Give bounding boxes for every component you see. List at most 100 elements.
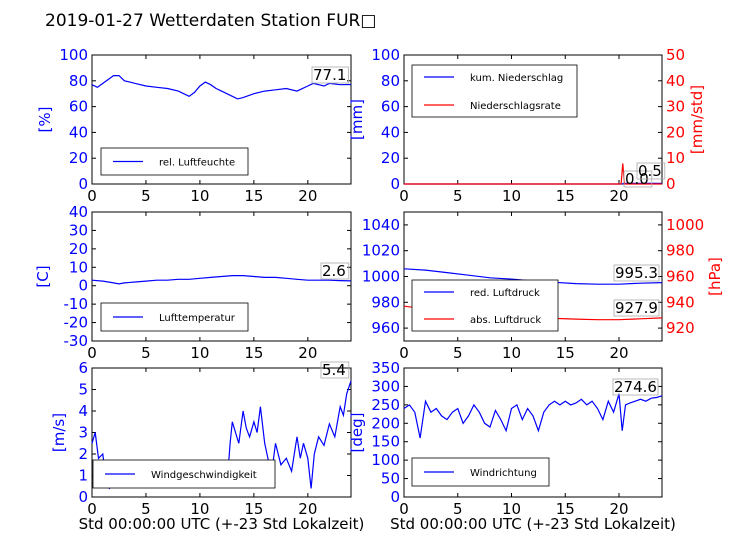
y-tick-label: 6	[78, 359, 88, 377]
value-annotation: 274.6	[614, 378, 657, 396]
y-tick-label: 0	[390, 488, 400, 506]
y-axis-label: [C]	[34, 265, 52, 287]
y-axis-label: [mm]	[348, 99, 366, 140]
y-axis-label: [%]	[36, 107, 54, 133]
annotation-box	[612, 378, 659, 396]
y-tick-label: 5	[78, 381, 88, 399]
x-tick-label: 0	[87, 500, 97, 518]
x-tick-label: 20	[609, 344, 628, 362]
y-tick-label: 1020	[362, 242, 400, 260]
legend-label: Windrichtung	[470, 468, 537, 479]
y-tick-label: 100	[371, 46, 400, 64]
y-tick-label: 1000	[362, 268, 400, 286]
y-tick-label: 4	[78, 402, 88, 420]
y-tick-label: 0	[78, 488, 88, 506]
y-tick-label: 0	[390, 175, 400, 193]
legend-label: Windgeschwindigkeit	[151, 470, 257, 481]
y-right-tick-label: 0	[666, 175, 676, 193]
y-right-tick-label: 20	[666, 123, 685, 141]
x-tick-label: 0	[399, 344, 409, 362]
series-line-1	[91, 74, 352, 100]
legend-label: red. Luftdruck	[470, 288, 540, 299]
legend-label: abs. Luftdruck	[470, 315, 541, 326]
y-tick-label: 100	[59, 46, 88, 64]
y-tick-label: 0	[78, 277, 88, 295]
value-annotation: 2.6	[322, 262, 346, 280]
y-tick-label: -30	[64, 332, 89, 350]
x-tick-label: 0	[87, 187, 97, 205]
y-tick-label: 150	[371, 433, 400, 451]
y-axis-label: [m/s]	[50, 413, 68, 452]
x-tick-label: 15	[556, 344, 575, 362]
y-tick-label: 40	[69, 123, 88, 141]
chart-panel-2: 0 5 10 15 20 0 20 40 60 80 100 0 10 20 30 40 50 [mm] [mm/s…	[348, 46, 706, 205]
y-tick-label: 60	[381, 98, 400, 116]
x-tick-label: 20	[298, 187, 317, 205]
series-line-1	[91, 275, 352, 285]
chart-panel-1: 0 5 10 15 20 0 20 40 60 80 100 [%] rel. Luftfeuchte 7…	[36, 46, 352, 205]
x-tick-label: 10	[190, 344, 209, 362]
legend-label: rel. Luftfeuchte	[159, 158, 235, 169]
x-tick-label: 5	[141, 187, 151, 205]
x-tick-label: 20	[609, 187, 628, 205]
y-right-tick-label: 960	[666, 268, 695, 286]
y-tick-label: 40	[69, 203, 88, 221]
y-right-axis-label: [mm/std]	[688, 85, 706, 154]
x-tick-label: 5	[453, 344, 463, 362]
y-axis-label: [deg]	[348, 413, 366, 453]
legend-label: kum. Niederschlag	[470, 73, 563, 84]
annotation-box	[311, 66, 349, 84]
y-tick-label: -10	[64, 295, 89, 313]
y-right-tick-label: 980	[666, 242, 695, 260]
y-tick-label: 20	[69, 240, 88, 258]
plot-frame	[91, 54, 352, 185]
plot-frame	[403, 367, 663, 498]
value-annotation: 927.9	[615, 299, 658, 317]
y-tick-label: 960	[371, 319, 400, 337]
y-tick-label: 20	[381, 149, 400, 167]
y-tick-label: 0	[78, 175, 88, 193]
y-right-tick-label: 920	[666, 319, 695, 337]
y-right-tick-label: 940	[666, 293, 695, 311]
series-line-2	[404, 163, 662, 185]
value-annotation: 77.1	[313, 66, 346, 84]
x-axis-label: Std 00:00:00 UTC (+-23 Std Lokalzeit)	[79, 515, 365, 533]
x-tick-label: 15	[556, 187, 575, 205]
legend-label: Niederschlagsrate	[470, 101, 561, 112]
plot-frame	[91, 211, 352, 342]
x-tick-label: 10	[502, 500, 521, 518]
value-annotation: 5.4	[322, 361, 346, 379]
y-right-tick-label: 10	[666, 149, 685, 167]
x-tick-label: 10	[502, 344, 521, 362]
annotation-box	[320, 361, 350, 379]
figure-title: 2019-01-27 Wetterdaten Station FUR□	[45, 11, 376, 31]
y-tick-label: 200	[371, 414, 400, 432]
y-tick-label: 60	[69, 98, 88, 116]
legend-box	[411, 279, 559, 332]
y-tick-label: 80	[381, 72, 400, 90]
x-tick-label: 0	[399, 500, 409, 518]
y-tick-label: 40	[381, 123, 400, 141]
x-tick-label: 15	[244, 187, 263, 205]
x-tick-label: 20	[298, 500, 317, 518]
y-right-axis-label: [hPa]	[706, 257, 724, 296]
annotation-box	[613, 264, 660, 282]
y-tick-label: 30	[69, 221, 88, 239]
x-tick-label: 5	[141, 344, 151, 362]
y-tick-label: 3	[78, 424, 88, 442]
value-annotation: 0.5	[638, 162, 662, 180]
value-annotation: 995.3	[615, 264, 658, 282]
chart-panel-3: 0 5 10 15 20-30-20-10010203040[C]Lufttempera…	[34, 203, 352, 362]
chart-panel-4: 0 5 10 15 20 960 980 1000 1020 1040 920 940 960 980 10…	[362, 211, 724, 362]
y-tick-label: 10	[69, 258, 88, 276]
annotation-box	[320, 262, 350, 280]
y-tick-label: 1	[78, 467, 88, 485]
legend-box	[411, 64, 578, 118]
y-tick-label: 100	[371, 451, 400, 469]
y-tick-label: 50	[381, 470, 400, 488]
x-tick-label: 5	[453, 500, 463, 518]
y-tick-label: 20	[69, 149, 88, 167]
x-tick-label: 20	[298, 344, 317, 362]
x-tick-label: 0	[399, 187, 409, 205]
